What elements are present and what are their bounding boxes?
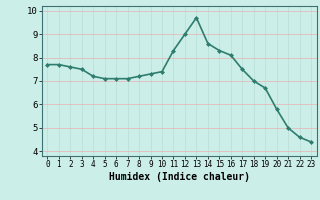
X-axis label: Humidex (Indice chaleur): Humidex (Indice chaleur) xyxy=(109,172,250,182)
